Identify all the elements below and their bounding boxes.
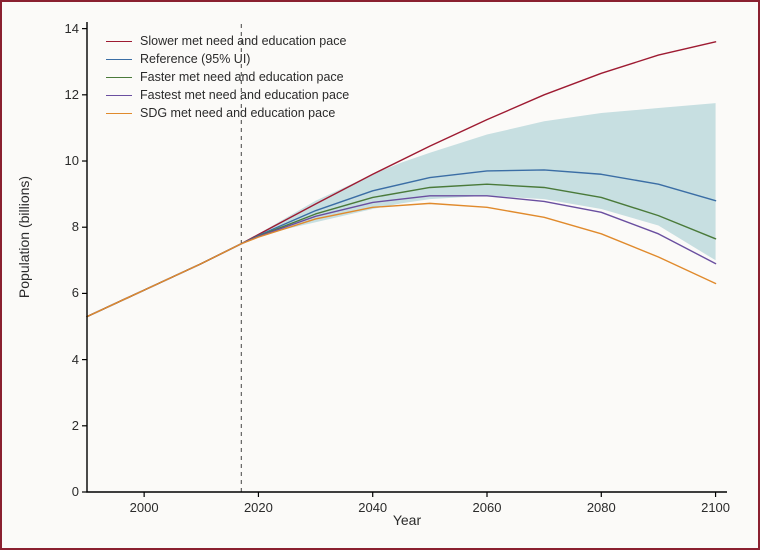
plot-svg	[87, 22, 727, 492]
y-tick-label: 8	[53, 219, 79, 234]
y-axis-title: Population (billions)	[16, 176, 32, 298]
y-tick-label: 10	[53, 153, 79, 168]
axes	[87, 22, 727, 492]
y-tick-label: 12	[53, 87, 79, 102]
y-tick-label: 6	[53, 285, 79, 300]
x-tick-label: 2040	[355, 500, 391, 515]
y-tick-label: 14	[53, 21, 79, 36]
y-tick-label: 0	[53, 484, 79, 499]
uncertainty-band	[87, 103, 716, 316]
series-line-faster	[87, 184, 716, 316]
plot-area	[87, 22, 727, 492]
y-tick-label: 2	[53, 418, 79, 433]
x-tick-label: 2060	[469, 500, 505, 515]
x-tick-label: 2020	[240, 500, 276, 515]
x-axis-title: Year	[87, 512, 727, 528]
y-tick-label: 4	[53, 352, 79, 367]
x-tick-label: 2000	[126, 500, 162, 515]
chart-frame: Population (billions) Year Slower met ne…	[0, 0, 760, 550]
x-tick-label: 2100	[698, 500, 734, 515]
x-tick-label: 2080	[583, 500, 619, 515]
y-axis-title-container: Population (billions)	[14, 2, 34, 472]
